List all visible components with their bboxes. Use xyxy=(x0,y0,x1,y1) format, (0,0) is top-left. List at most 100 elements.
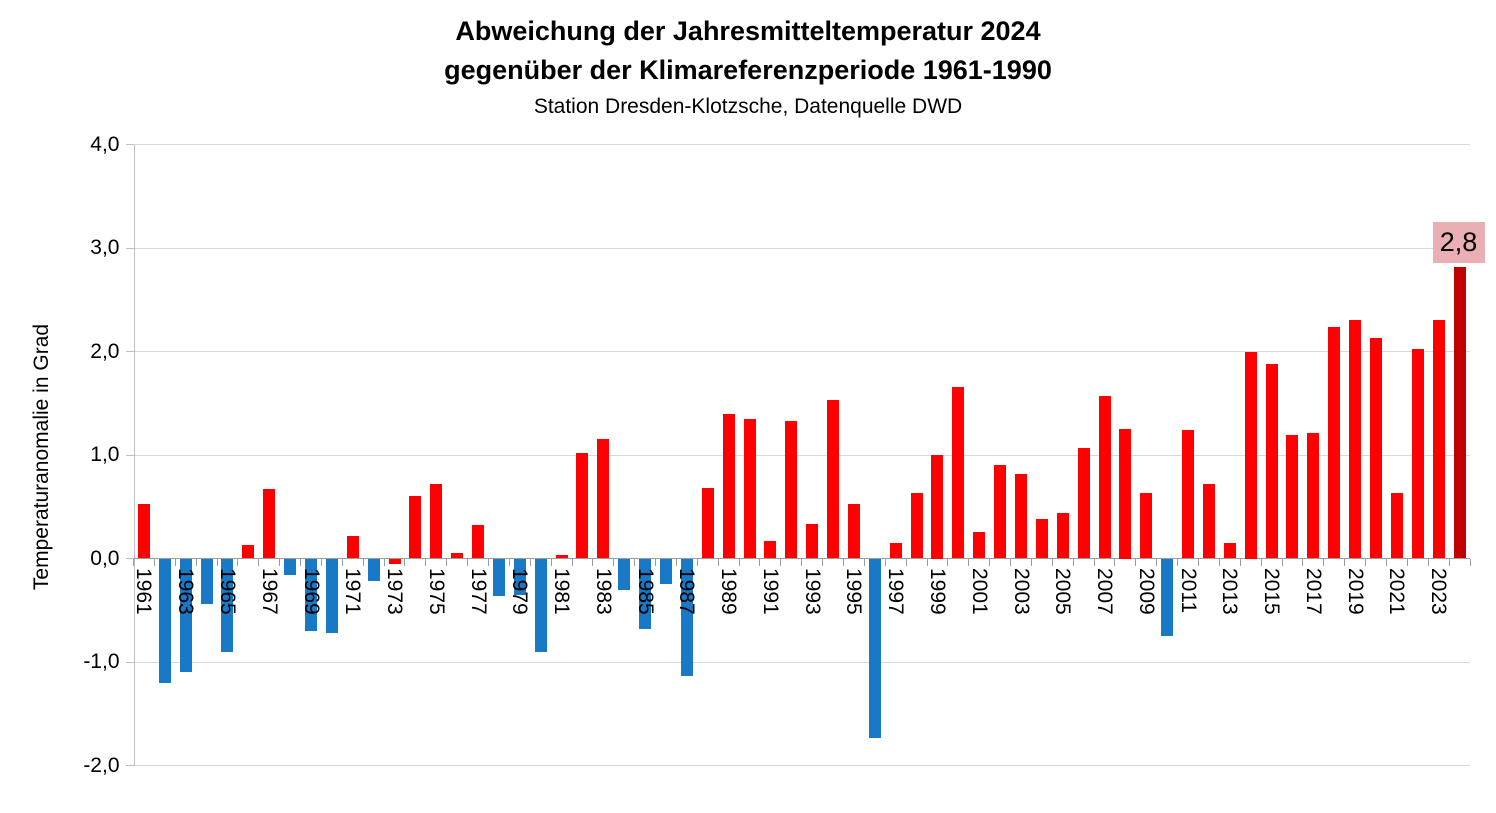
x-label-1963: 1963 xyxy=(174,567,198,615)
bar-1980 xyxy=(534,558,547,652)
bar-1976 xyxy=(451,553,464,559)
x-axis-tick xyxy=(467,558,469,566)
bar-1968 xyxy=(284,558,297,576)
x-label-1999: 1999 xyxy=(925,567,949,615)
x-label-1997: 1997 xyxy=(884,567,908,615)
x-axis-tick xyxy=(1365,558,1367,566)
x-axis-tick xyxy=(216,558,218,566)
bar-1991 xyxy=(764,540,777,559)
x-axis-tick xyxy=(1239,558,1241,566)
bar-1963 xyxy=(179,558,192,673)
y-axis-tick xyxy=(125,765,134,766)
bar-2018 xyxy=(1328,326,1341,559)
bar-1967 xyxy=(263,489,276,559)
x-axis-tick xyxy=(300,558,302,566)
bar-2003 xyxy=(1015,473,1028,559)
bar-2017 xyxy=(1307,433,1320,559)
x-label-1973: 1973 xyxy=(383,567,407,615)
x-label-2005: 2005 xyxy=(1051,567,1075,615)
x-label-2021: 2021 xyxy=(1385,567,1409,615)
x-axis-tick xyxy=(759,558,761,566)
x-axis-tick xyxy=(989,558,991,566)
x-axis-tick xyxy=(1114,558,1116,566)
bar-2005 xyxy=(1056,512,1069,559)
x-axis-tick xyxy=(1427,558,1429,566)
bar-2023 xyxy=(1432,320,1445,559)
x-label-2003: 2003 xyxy=(1009,567,1033,615)
bar-2019 xyxy=(1349,320,1362,559)
x-axis-tick xyxy=(675,558,677,566)
y-axis-tick-label: 1,0 xyxy=(90,443,120,466)
bar-1971 xyxy=(346,535,359,559)
bar-1972 xyxy=(367,558,380,582)
bar-1979 xyxy=(513,558,526,595)
chart-title-line2: gegenüber der Klimareferenzperiode 1961-… xyxy=(444,55,1052,85)
bar-1970 xyxy=(325,558,338,634)
bar-1993 xyxy=(806,524,819,559)
x-axis-tick xyxy=(801,558,803,566)
y-axis-line xyxy=(133,144,135,766)
x-axis-tick xyxy=(863,558,865,566)
x-axis-tick xyxy=(425,558,427,566)
x-axis-tick xyxy=(968,558,970,566)
x-axis-tick xyxy=(1323,558,1325,566)
bar-1992 xyxy=(785,420,798,559)
x-axis-tick xyxy=(1260,558,1262,566)
x-axis-tick xyxy=(362,558,364,566)
x-axis-tick xyxy=(320,558,322,566)
bar-2021 xyxy=(1390,493,1403,559)
bar-2011 xyxy=(1182,430,1195,559)
chart-header: Abweichung der Jahresmitteltemperatur 20… xyxy=(0,12,1496,121)
x-label-1985: 1985 xyxy=(633,567,657,615)
x-axis-tick xyxy=(822,558,824,566)
y-axis-tick xyxy=(125,144,134,145)
bar-1996 xyxy=(868,558,881,738)
x-label-1977: 1977 xyxy=(466,567,490,615)
x-axis-tick xyxy=(1156,558,1158,566)
gridline-1,0 xyxy=(133,454,1470,456)
x-axis-tick xyxy=(1198,558,1200,566)
x-axis-tick xyxy=(655,558,657,566)
bar-1983 xyxy=(597,439,610,559)
x-axis-tick xyxy=(258,558,260,566)
y-axis-tick xyxy=(125,661,134,663)
bar-1982 xyxy=(576,452,589,559)
bar-1995 xyxy=(847,503,860,559)
bar-1964 xyxy=(200,558,213,605)
x-axis-tick xyxy=(1051,558,1053,566)
x-axis-tick xyxy=(634,558,636,566)
x-axis-tick xyxy=(550,558,552,566)
x-axis-tick xyxy=(926,558,928,566)
x-axis-tick xyxy=(571,558,573,566)
x-axis-tick xyxy=(1093,558,1095,566)
x-axis-tick xyxy=(1030,558,1032,566)
bar-2013 xyxy=(1223,542,1236,559)
bar-2016 xyxy=(1286,435,1299,559)
bar-1975 xyxy=(430,483,443,559)
bar-2002 xyxy=(994,465,1007,559)
x-axis-tick xyxy=(1385,558,1387,566)
x-axis-tick xyxy=(696,558,698,566)
x-label-2013: 2013 xyxy=(1218,567,1242,615)
x-label-1987: 1987 xyxy=(675,567,699,615)
x-label-1989: 1989 xyxy=(717,567,741,615)
bar-1973 xyxy=(388,558,401,564)
x-axis-tick xyxy=(488,558,489,566)
bar-2020 xyxy=(1370,338,1383,559)
bar-2001 xyxy=(973,531,986,559)
bar-2024 xyxy=(1453,266,1466,559)
x-axis-tick xyxy=(947,558,949,566)
x-label-1979: 1979 xyxy=(508,567,532,615)
x-axis-tick xyxy=(843,558,845,566)
y-axis-tick-label: 3,0 xyxy=(90,236,120,259)
x-label-1971: 1971 xyxy=(341,567,365,615)
bar-2006 xyxy=(1077,447,1090,559)
gridline--1,0 xyxy=(133,661,1470,663)
bar-1974 xyxy=(409,496,422,559)
y-axis-tick xyxy=(125,351,134,352)
x-axis-tick xyxy=(1344,558,1346,566)
x-axis-tick xyxy=(279,558,281,566)
bar-1966 xyxy=(242,545,255,559)
bar-1969 xyxy=(305,558,317,631)
x-label-1961: 1961 xyxy=(132,567,156,615)
